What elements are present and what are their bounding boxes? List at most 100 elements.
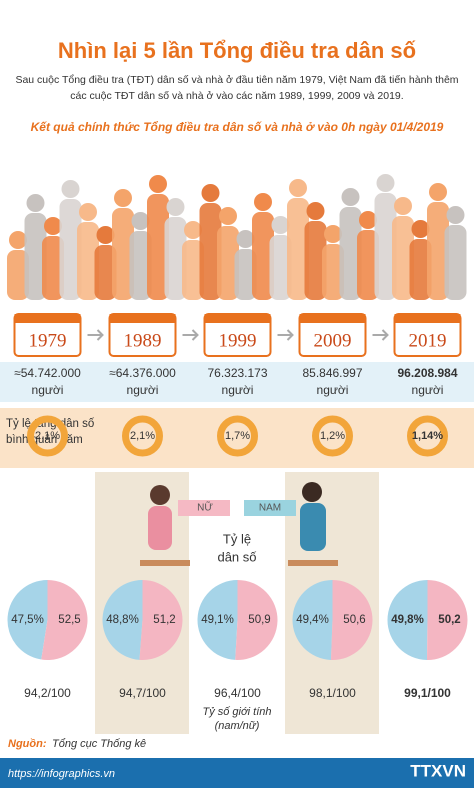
growth-ring xyxy=(217,415,258,457)
person-head xyxy=(271,216,290,234)
male-share: 51,2 xyxy=(153,614,175,626)
population-unit: người xyxy=(222,383,254,397)
person-body xyxy=(59,199,82,300)
person-head xyxy=(166,198,185,216)
person-body xyxy=(287,198,309,300)
female-share: 47,5% xyxy=(11,614,44,626)
title: Nhìn lại 5 lần Tổng điều tra dân số xyxy=(58,38,416,63)
source: Tổng cục Thống kê xyxy=(52,738,146,750)
person-body xyxy=(374,193,397,300)
growth-rate: 1,14% xyxy=(412,430,443,442)
man-head xyxy=(302,482,322,502)
person-head xyxy=(429,183,447,201)
person-body xyxy=(392,216,414,300)
source-label: Nguồn: xyxy=(8,738,47,750)
arrow xyxy=(277,329,294,341)
person-head xyxy=(44,217,62,235)
population: ≈64.376.000 xyxy=(109,366,176,380)
growth-rate: 2,1% xyxy=(35,430,60,442)
person-head xyxy=(289,179,307,197)
person-body xyxy=(234,249,257,300)
female-share: 49,8% xyxy=(391,614,424,626)
calendar-top xyxy=(299,314,366,323)
person-head xyxy=(341,188,360,206)
woman-body xyxy=(148,506,172,550)
year: 2009 xyxy=(314,330,352,351)
population-band xyxy=(0,362,474,402)
person-head xyxy=(324,225,342,243)
male-share: 50,6 xyxy=(343,614,365,626)
population: 96.208.984 xyxy=(397,366,457,380)
growth-label: Tỷ lệ tăng dân số xyxy=(6,418,95,430)
person-body xyxy=(217,226,239,300)
person-head xyxy=(236,230,255,248)
intro: các cuộc TĐT dân số và nhà ở vào các năm… xyxy=(70,90,403,102)
calendar-top xyxy=(109,314,176,323)
person-head xyxy=(411,220,430,238)
subtitle: Kết quả chính thức Tổng điều tra dân số … xyxy=(31,120,444,134)
person-head xyxy=(149,175,167,193)
growth-ring xyxy=(407,415,448,457)
person-body xyxy=(409,239,432,300)
person-head xyxy=(9,231,27,249)
person-body xyxy=(129,231,152,300)
pie-female xyxy=(197,580,238,660)
pie-female xyxy=(292,580,333,660)
person-body xyxy=(339,207,362,300)
chair xyxy=(140,560,190,566)
ratio-label: Tỷ lệ xyxy=(223,531,251,546)
person-head xyxy=(201,184,220,202)
pie-male xyxy=(426,580,468,660)
person-head xyxy=(131,212,150,230)
person-head xyxy=(114,189,132,207)
female-share: 48,8% xyxy=(106,614,139,626)
ratio-label: dân số xyxy=(217,549,256,564)
calendar-top xyxy=(14,314,81,323)
growth-ring xyxy=(27,415,68,457)
intro: Sau cuộc Tổng điều tra (TĐT) dân số và n… xyxy=(15,74,458,86)
url[interactable]: https://infographics.vn xyxy=(8,768,115,780)
pie-female xyxy=(7,580,48,660)
male-share: 50,2 xyxy=(438,614,460,626)
person-body xyxy=(182,240,204,300)
male-share: 52,5 xyxy=(58,614,80,626)
person-body xyxy=(304,221,327,300)
man-body xyxy=(300,503,326,551)
population-unit: người xyxy=(412,383,444,397)
male-bar xyxy=(244,500,296,516)
person-body xyxy=(24,213,47,300)
person-body xyxy=(112,208,134,300)
person-head xyxy=(376,174,395,192)
person-body xyxy=(94,245,117,300)
person-head xyxy=(254,193,272,211)
growth-ring xyxy=(122,415,163,457)
person-body xyxy=(42,236,64,300)
population-unit: người xyxy=(127,383,159,397)
person-body xyxy=(269,235,292,300)
logo: TTXVN xyxy=(410,761,466,780)
population: 76.323.173 xyxy=(207,366,267,380)
population-unit: người xyxy=(317,383,349,397)
sex-ratio-label: (nam/nữ) xyxy=(215,720,260,732)
male-share: 50,9 xyxy=(248,614,270,626)
sex-ratio: 98,1/100 xyxy=(309,686,356,700)
pie-male xyxy=(139,580,183,660)
female-share: 49,1% xyxy=(201,614,234,626)
arrow xyxy=(372,329,389,341)
person-body xyxy=(164,217,187,300)
arrow xyxy=(182,329,199,341)
person-head xyxy=(79,203,97,221)
chair xyxy=(288,560,338,566)
person-head xyxy=(184,221,202,239)
person-head xyxy=(446,206,465,224)
person-body xyxy=(7,250,29,300)
person-body xyxy=(322,244,344,300)
calendar-top xyxy=(204,314,271,323)
footer-bar xyxy=(0,758,474,788)
person-head xyxy=(306,202,325,220)
pie-male xyxy=(41,580,88,660)
sex-ratio: 94,7/100 xyxy=(119,686,166,700)
person-head xyxy=(394,197,412,215)
person-head xyxy=(359,211,377,229)
